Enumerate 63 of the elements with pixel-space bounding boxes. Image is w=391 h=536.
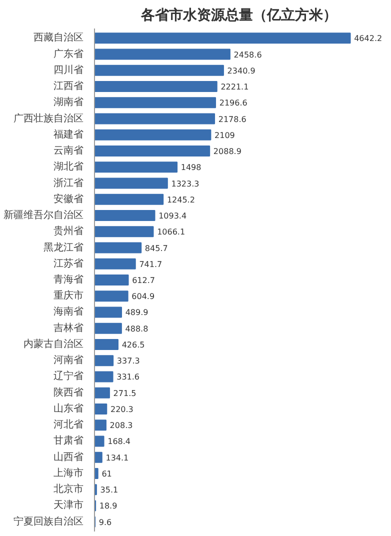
data-label: 18.9 bbox=[99, 502, 118, 511]
y-tick-label: 宁夏回族自治区 bbox=[14, 515, 84, 528]
data-label: 2088.9 bbox=[213, 147, 242, 156]
y-tick-label: 陕西省 bbox=[54, 386, 84, 398]
y-tick-label: 江苏省 bbox=[54, 257, 84, 270]
data-label: 845.7 bbox=[144, 244, 168, 253]
y-tick-label: 四川省 bbox=[54, 64, 84, 76]
y-tick-label: 云南省 bbox=[54, 144, 84, 157]
y-tick-label: 安徽省 bbox=[54, 192, 84, 205]
y-tick-label: 海南省 bbox=[54, 306, 84, 318]
y-tick-label: 天津市 bbox=[54, 499, 84, 512]
data-label: 2178.6 bbox=[218, 114, 246, 124]
y-tick-label: 重庆市 bbox=[54, 290, 84, 302]
y-tick-label: 湖北省 bbox=[54, 160, 84, 173]
y-tick-label: 湖南省 bbox=[54, 96, 84, 108]
y-tick-label: 河南省 bbox=[54, 354, 84, 366]
data-label: 2458.6 bbox=[234, 50, 262, 60]
data-label: 1498 bbox=[180, 163, 202, 172]
data-label: 2221.1 bbox=[220, 82, 249, 92]
data-label: 35.1 bbox=[100, 486, 118, 495]
y-tick-label: 内蒙古自治区 bbox=[24, 338, 84, 350]
data-label: 208.3 bbox=[110, 421, 133, 430]
data-label: 1323.3 bbox=[171, 179, 200, 188]
data-label: 489.9 bbox=[125, 308, 148, 318]
y-tick-label: 甘肃省 bbox=[54, 434, 84, 447]
data-label: 1093.4 bbox=[158, 212, 187, 221]
y-tick-label: 广东省 bbox=[54, 48, 84, 60]
data-label: 61 bbox=[102, 469, 112, 478]
y-tick-label: 广西壮族自治区 bbox=[14, 112, 84, 124]
y-tick-label: 新疆维吾尔自治区 bbox=[4, 209, 84, 222]
data-label: 337.3 bbox=[116, 356, 140, 366]
data-label: 741.7 bbox=[139, 260, 162, 269]
y-tick-label: 浙江省 bbox=[54, 176, 84, 189]
data-label: 488.8 bbox=[125, 324, 148, 334]
data-label: 2196.6 bbox=[219, 98, 248, 108]
data-label: 1066.1 bbox=[157, 228, 186, 237]
y-tick-label: 贵州省 bbox=[54, 225, 84, 238]
y-tick-label: 吉林省 bbox=[54, 322, 84, 334]
y-tick-label: 黑龙江省 bbox=[44, 241, 84, 254]
y-tick-label: 辽宁省 bbox=[54, 370, 84, 382]
data-label: 612.7 bbox=[132, 276, 155, 285]
y-tick-label: 西藏自治区 bbox=[34, 32, 84, 44]
data-label: 2109 bbox=[214, 130, 235, 140]
y-tick-label: 上海市 bbox=[54, 466, 84, 479]
data-label: 4642.2 bbox=[354, 34, 382, 44]
y-tick-label: 青海省 bbox=[54, 274, 84, 286]
data-label: 604.9 bbox=[132, 292, 155, 302]
y-tick-label: 河北省 bbox=[54, 418, 84, 431]
y-tick-label: 山西省 bbox=[54, 450, 84, 463]
data-label: 1245.2 bbox=[166, 195, 195, 204]
chart-title: 各省市水资源总量（亿立方米） bbox=[140, 6, 337, 24]
data-label: 134.1 bbox=[106, 453, 129, 462]
y-tick-label: 福建省 bbox=[54, 128, 84, 140]
data-label: 426.5 bbox=[122, 340, 145, 350]
data-label: 9.6 bbox=[98, 518, 112, 527]
y-tick-label: 北京市 bbox=[54, 483, 84, 496]
data-label: 220.3 bbox=[110, 404, 134, 414]
data-label: 271.5 bbox=[113, 388, 136, 398]
y-tick-label: 山东省 bbox=[54, 402, 84, 414]
data-label: 331.6 bbox=[116, 372, 140, 382]
data-label: 2340.9 bbox=[227, 66, 256, 76]
y-tick-label: 江西省 bbox=[54, 80, 84, 92]
data-label: 168.4 bbox=[108, 437, 131, 446]
